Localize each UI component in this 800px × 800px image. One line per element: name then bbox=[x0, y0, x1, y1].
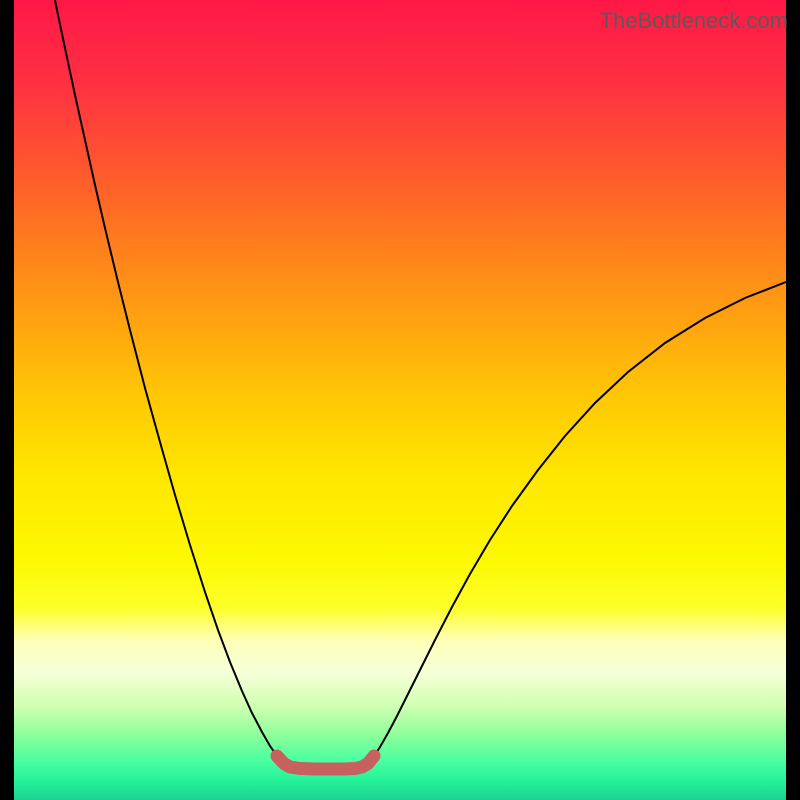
watermark-text: TheBottleneck.com bbox=[600, 8, 788, 34]
chart-canvas bbox=[0, 0, 800, 800]
right-border-bar bbox=[786, 0, 800, 800]
bottleneck-chart: TheBottleneck.com bbox=[0, 0, 800, 800]
left-border-bar bbox=[0, 0, 14, 800]
gradient-background bbox=[0, 0, 800, 800]
